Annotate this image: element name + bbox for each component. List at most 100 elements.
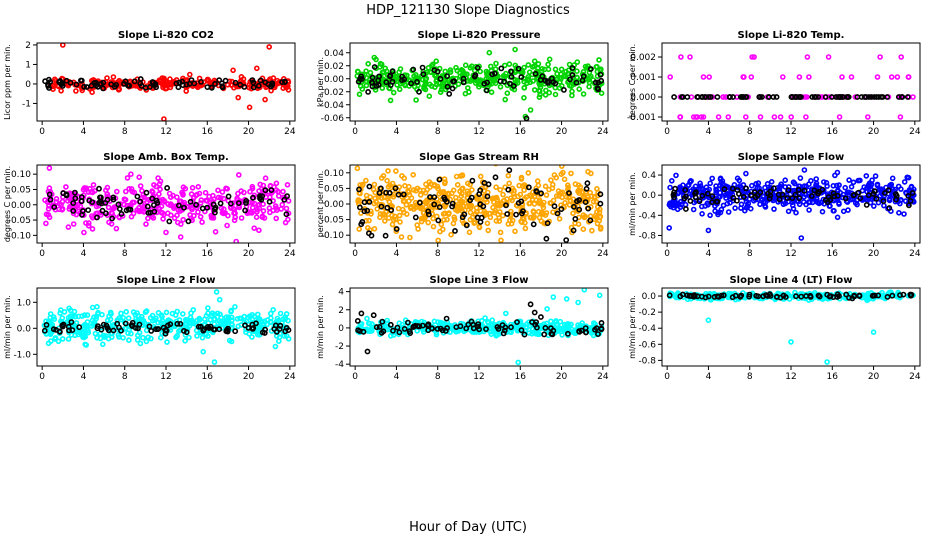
data-point bbox=[163, 327, 170, 334]
data-point bbox=[227, 200, 234, 207]
data-point bbox=[81, 83, 87, 90]
data-point bbox=[258, 196, 265, 203]
x-tick-label: 16 bbox=[827, 372, 839, 382]
data-point bbox=[361, 199, 368, 206]
data-point bbox=[262, 187, 269, 194]
y-tick-label: 0.0 bbox=[17, 324, 32, 334]
data-point bbox=[443, 198, 450, 205]
data-point bbox=[502, 324, 509, 331]
x-tick-label: 8 bbox=[747, 249, 753, 259]
data-point bbox=[108, 79, 114, 85]
data-point bbox=[714, 94, 721, 100]
data-point bbox=[376, 73, 382, 80]
data-point bbox=[815, 292, 822, 299]
data-point bbox=[401, 175, 408, 181]
data-point bbox=[550, 209, 556, 215]
data-point bbox=[884, 94, 891, 100]
data-point bbox=[426, 93, 433, 99]
data-point bbox=[871, 94, 878, 100]
data-point bbox=[677, 198, 684, 205]
x-tick-label: 8 bbox=[747, 127, 753, 137]
data-point bbox=[89, 199, 96, 205]
data-point bbox=[518, 176, 525, 182]
data-point bbox=[566, 202, 573, 208]
data-point bbox=[150, 317, 156, 324]
data-point bbox=[771, 185, 777, 192]
data-point bbox=[374, 206, 381, 212]
data-point bbox=[85, 329, 92, 336]
data-point bbox=[450, 220, 457, 227]
panel-title: Slope Amb. Box Temp. bbox=[103, 152, 229, 163]
data-point bbox=[864, 114, 871, 120]
data-point bbox=[855, 177, 862, 184]
data-point bbox=[537, 77, 544, 83]
data-point bbox=[166, 218, 173, 225]
data-point bbox=[203, 197, 209, 204]
data-point bbox=[116, 206, 123, 212]
data-point bbox=[384, 317, 391, 324]
data-point bbox=[370, 186, 377, 193]
data-point bbox=[379, 85, 386, 91]
data-point bbox=[224, 222, 230, 229]
data-point bbox=[359, 181, 366, 188]
data-point bbox=[435, 185, 441, 192]
data-point bbox=[72, 313, 79, 320]
data-point bbox=[373, 324, 380, 331]
data-point bbox=[478, 198, 484, 205]
data-point bbox=[431, 201, 438, 208]
data-point bbox=[693, 114, 699, 120]
data-point bbox=[104, 184, 111, 191]
data-point bbox=[427, 194, 433, 200]
data-point bbox=[751, 189, 758, 196]
data-point bbox=[425, 219, 432, 226]
data-point bbox=[839, 74, 845, 80]
data-point bbox=[378, 195, 385, 201]
data-point bbox=[245, 324, 252, 331]
data-point bbox=[137, 198, 144, 205]
data-point bbox=[224, 186, 230, 192]
data-point bbox=[474, 64, 481, 71]
data-point bbox=[550, 197, 557, 204]
data-point bbox=[169, 310, 176, 317]
data-point bbox=[748, 182, 755, 189]
data-point bbox=[598, 319, 605, 326]
data-point bbox=[199, 334, 206, 341]
data-point bbox=[766, 195, 773, 202]
data-point bbox=[526, 184, 532, 191]
data-point bbox=[80, 328, 87, 335]
data-point bbox=[99, 207, 106, 214]
data-point bbox=[836, 114, 843, 120]
data-point bbox=[387, 321, 394, 328]
x-tick-label: 8 bbox=[747, 372, 753, 382]
data-point bbox=[738, 201, 745, 208]
data-point bbox=[381, 218, 388, 224]
data-point bbox=[171, 80, 177, 87]
data-point bbox=[576, 206, 583, 213]
data-point bbox=[363, 177, 369, 184]
data-point bbox=[243, 200, 249, 206]
data-point bbox=[433, 331, 440, 338]
data-point bbox=[898, 94, 905, 100]
y-tick-label: 0 bbox=[338, 324, 344, 334]
data-point bbox=[282, 79, 288, 85]
data-point bbox=[259, 329, 266, 336]
data-point bbox=[888, 74, 895, 80]
points-layer bbox=[42, 165, 292, 243]
data-point bbox=[417, 192, 424, 198]
data-point bbox=[500, 330, 507, 337]
data-point bbox=[450, 78, 456, 85]
data-point bbox=[491, 70, 498, 77]
data-point bbox=[204, 84, 211, 90]
data-point bbox=[843, 291, 850, 298]
data-point bbox=[778, 181, 785, 187]
data-point bbox=[575, 188, 581, 195]
data-point bbox=[195, 184, 202, 190]
data-point bbox=[440, 189, 447, 195]
data-point bbox=[283, 311, 290, 317]
data-point bbox=[905, 193, 912, 199]
data-point bbox=[582, 63, 589, 70]
data-point bbox=[460, 79, 467, 86]
data-point bbox=[135, 313, 142, 319]
data-point bbox=[381, 212, 388, 218]
data-point bbox=[477, 68, 484, 75]
